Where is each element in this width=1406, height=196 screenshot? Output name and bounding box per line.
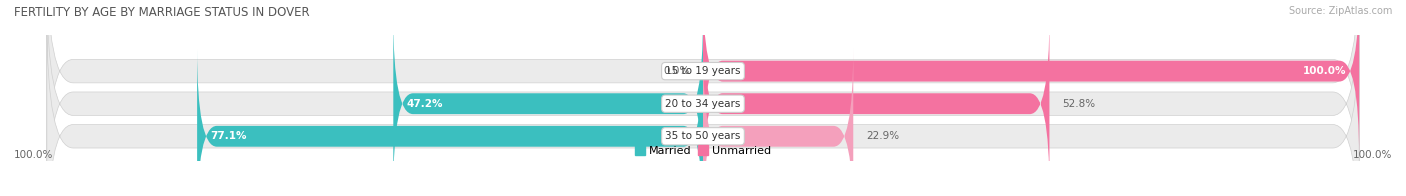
Text: 15 to 19 years: 15 to 19 years <box>665 66 741 76</box>
Legend: Married, Unmarried: Married, Unmarried <box>630 141 776 160</box>
Text: 52.8%: 52.8% <box>1063 99 1095 109</box>
FancyBboxPatch shape <box>703 49 853 196</box>
Text: 20 to 34 years: 20 to 34 years <box>665 99 741 109</box>
Text: Source: ZipAtlas.com: Source: ZipAtlas.com <box>1288 6 1392 16</box>
FancyBboxPatch shape <box>394 16 703 191</box>
Text: 100.0%: 100.0% <box>1353 150 1392 160</box>
Text: FERTILITY BY AGE BY MARRIAGE STATUS IN DOVER: FERTILITY BY AGE BY MARRIAGE STATUS IN D… <box>14 6 309 19</box>
FancyBboxPatch shape <box>46 18 1360 196</box>
Text: 47.2%: 47.2% <box>406 99 443 109</box>
Text: 35 to 50 years: 35 to 50 years <box>665 131 741 141</box>
FancyBboxPatch shape <box>703 16 1049 191</box>
Text: 100.0%: 100.0% <box>1302 66 1346 76</box>
FancyBboxPatch shape <box>46 0 1360 196</box>
Text: 100.0%: 100.0% <box>14 150 53 160</box>
Text: 77.1%: 77.1% <box>211 131 246 141</box>
FancyBboxPatch shape <box>46 0 1360 190</box>
FancyBboxPatch shape <box>197 49 703 196</box>
FancyBboxPatch shape <box>703 0 1360 158</box>
Text: 22.9%: 22.9% <box>866 131 900 141</box>
Text: 0.0%: 0.0% <box>664 66 690 76</box>
